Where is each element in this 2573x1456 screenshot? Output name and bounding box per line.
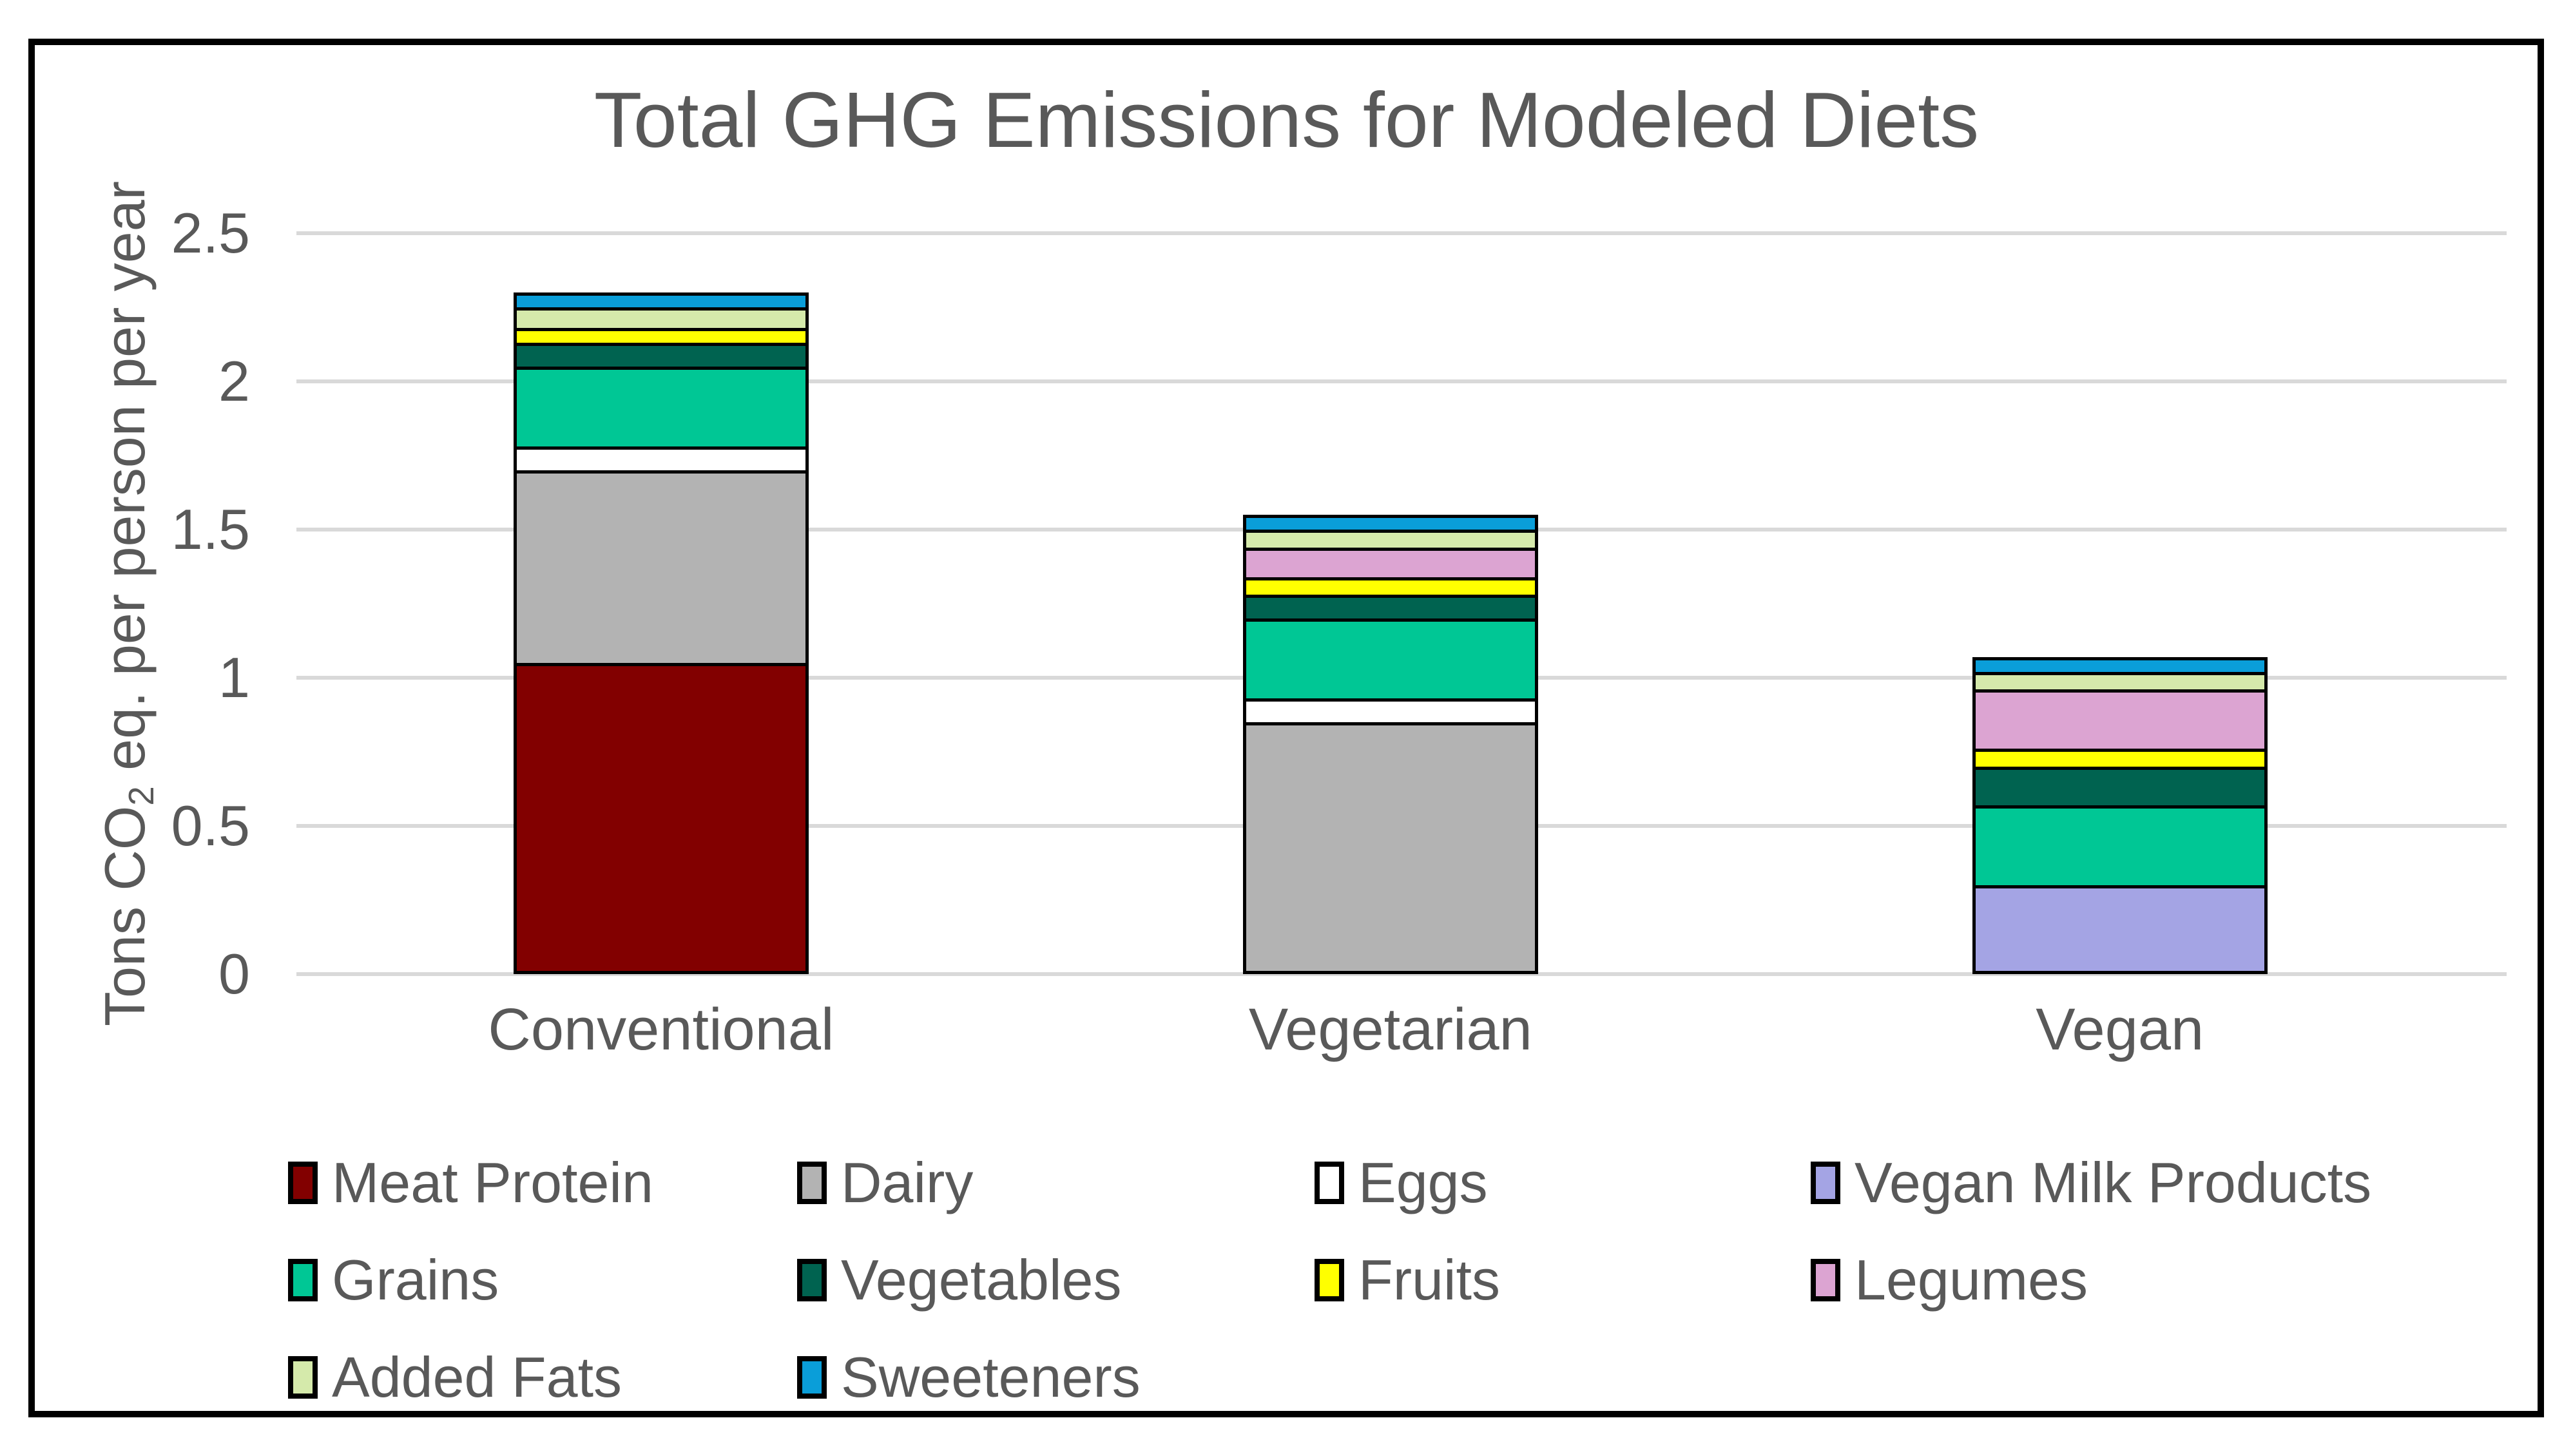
legend-swatch-grains — [288, 1258, 318, 1301]
legend-item-vegetables: Vegetables — [797, 1231, 1315, 1328]
legend-label: Eggs — [1358, 1150, 1488, 1214]
y-axis-tick-label: 1 — [218, 646, 250, 709]
bar-segment-dairy — [513, 470, 809, 663]
legend-item-legumes: Legumes — [1811, 1231, 2371, 1328]
legend-label: Sweeteners — [841, 1345, 1141, 1409]
bar-segment-added-fats — [1242, 530, 1538, 548]
legend-item-grains: Grains — [288, 1231, 797, 1328]
bar-segment-vegetables — [1242, 595, 1538, 618]
legend-item-added-fats: Added Fats — [288, 1328, 797, 1426]
legend-swatch-added-fats — [288, 1355, 318, 1399]
bar-segment-vegan-milk-products — [1972, 885, 2268, 974]
bar-segment-fruits — [1242, 577, 1538, 595]
legend-item-vegan-milk-products: Vegan Milk Products — [1811, 1134, 2371, 1231]
bar-segment-grains — [1972, 805, 2268, 885]
bar-segment-eggs — [1242, 698, 1538, 722]
y-axis-tick-label: 2.5 — [171, 201, 250, 265]
bar-conventional — [513, 292, 809, 974]
legend-swatch-fruits — [1315, 1258, 1344, 1301]
bar-segment-vegetables — [1972, 766, 2268, 805]
legend-item-meat-protein: Meat Protein — [288, 1134, 797, 1231]
gridline-2 — [296, 379, 2507, 383]
bar-vegan — [1972, 656, 2268, 974]
bar-segment-legumes — [1972, 689, 2268, 749]
legend-label: Vegetables — [841, 1247, 1122, 1312]
legend-label: Dairy — [841, 1150, 974, 1214]
legend-swatch-legumes — [1811, 1258, 1840, 1301]
legend-swatch-vegetables — [797, 1258, 827, 1301]
bar-segment-sweeteners — [1242, 515, 1538, 530]
bar-segment-sweeteners — [513, 292, 809, 307]
bar-segment-legumes — [1242, 547, 1538, 577]
x-axis-category-label: Vegan — [2036, 997, 2204, 1062]
legend-label: Legumes — [1855, 1247, 2088, 1312]
legend-swatch-meat-protein — [288, 1161, 318, 1204]
legend-item-fruits: Fruits — [1315, 1231, 1811, 1328]
y-axis-tick-label: 1.5 — [171, 497, 250, 561]
x-axis-category-label: Vegetarian — [1248, 997, 1532, 1062]
bar-segment-fruits — [513, 328, 809, 343]
y-axis-title: Tons CO2 eq. per person per year — [92, 181, 162, 1026]
gridline-2.5 — [296, 231, 2507, 235]
bar-segment-eggs — [513, 446, 809, 470]
bar-segment-vegetables — [513, 343, 809, 367]
bar-vegetarian — [1242, 515, 1538, 974]
legend-label: Grains — [332, 1247, 499, 1312]
y-axis-tick-label: 0 — [218, 942, 250, 1006]
legend-item-sweeteners: Sweeteners — [797, 1328, 1315, 1426]
gridline-0 — [296, 972, 2507, 976]
legend-label: Added Fats — [332, 1345, 622, 1409]
legend-item-dairy: Dairy — [797, 1134, 1315, 1231]
legend-item-eggs: Eggs — [1315, 1134, 1811, 1231]
legend-label: Vegan Milk Products — [1855, 1150, 2372, 1214]
legend-swatch-eggs — [1315, 1161, 1344, 1204]
bar-segment-sweeteners — [1972, 656, 2268, 672]
y-axis-tick-label: 2 — [218, 349, 250, 413]
bar-segment-grains — [1242, 618, 1538, 699]
legend-swatch-vegan-milk-products — [1811, 1161, 1840, 1204]
bar-segment-grains — [513, 366, 809, 447]
chart-title: Total GHG Emissions for Modeled Diets — [593, 76, 1980, 164]
legend-label: Fruits — [1358, 1247, 1500, 1312]
bar-segment-dairy — [1242, 722, 1538, 974]
legend: Meat Protein Dairy Eggs Vegan Milk Products… — [288, 1134, 2371, 1426]
legend-swatch-dairy — [797, 1161, 827, 1204]
bar-segment-fruits — [1972, 749, 2268, 767]
y-axis-tick-label: 0.5 — [171, 794, 250, 857]
x-axis-category-label: Conventional — [488, 997, 834, 1062]
legend-label: Meat Protein — [332, 1150, 653, 1214]
bar-segment-meat-protein — [513, 662, 809, 974]
bar-segment-added-fats — [1972, 671, 2268, 690]
bar-segment-added-fats — [513, 307, 809, 329]
legend-swatch-sweeteners — [797, 1355, 827, 1399]
